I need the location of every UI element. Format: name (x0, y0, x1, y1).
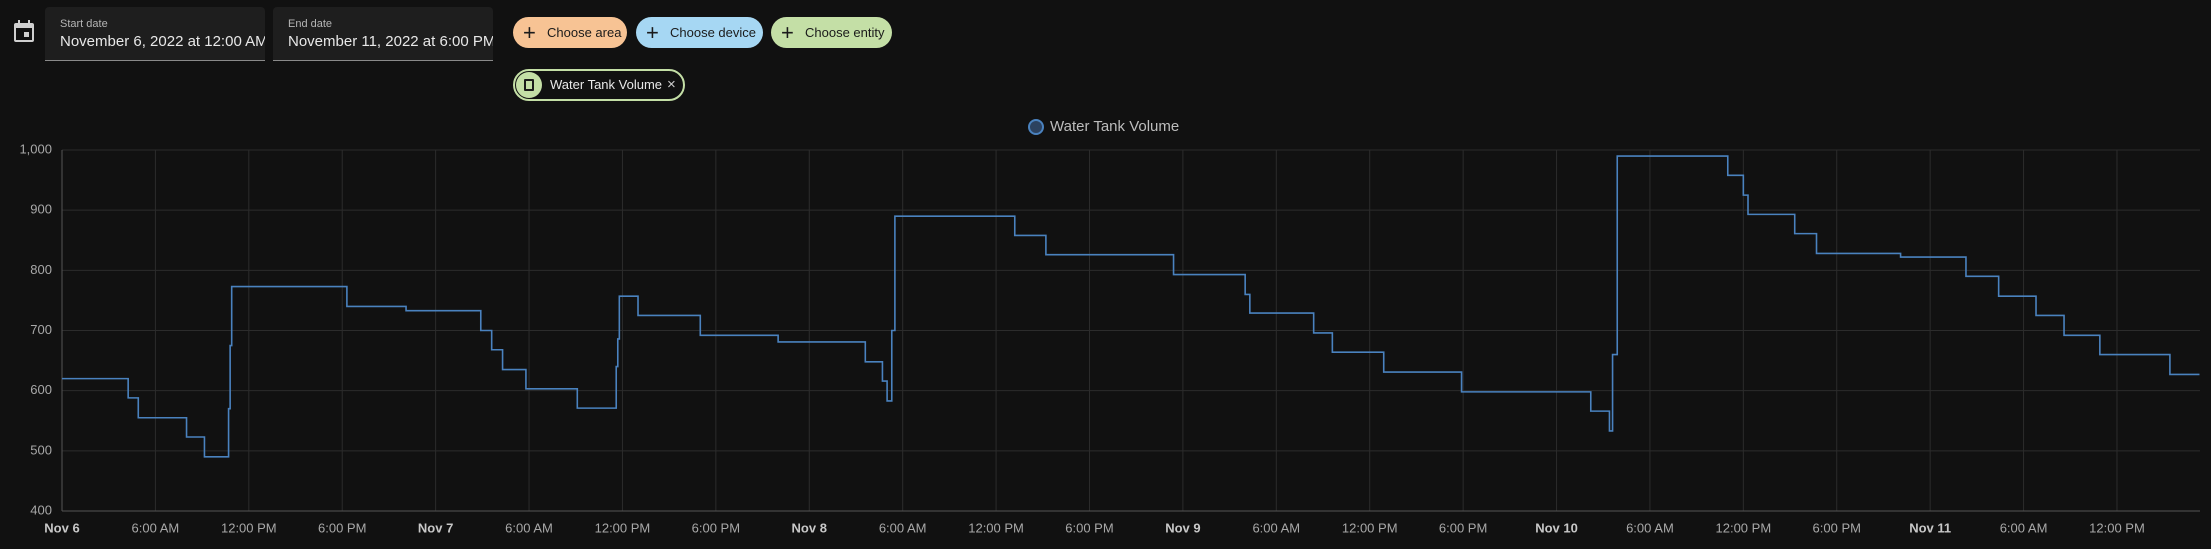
y-tick-label: 900 (30, 202, 52, 217)
x-tick-label: Nov 10 (1535, 520, 1578, 535)
end-date-field[interactable]: End date November 11, 2022 at 6:00 PM (273, 7, 493, 61)
entity-icon (516, 72, 542, 98)
calendar-icon[interactable] (14, 20, 34, 42)
y-tick-label: 500 (30, 442, 52, 457)
x-tick-label: 6:00 PM (692, 520, 740, 535)
filter-chip[interactable]: + Choose entity (771, 17, 892, 48)
legend-label[interactable]: Water Tank Volume (1050, 118, 1179, 135)
x-tick-label: Nov 6 (44, 520, 79, 535)
x-tick-label: 6:00 PM (1065, 520, 1113, 535)
chip-label: Choose device (670, 25, 756, 40)
x-tick-label: 6:00 AM (132, 520, 180, 535)
data-line (62, 155, 2200, 458)
x-tick-label: Nov 9 (1165, 520, 1200, 535)
filter-chip[interactable]: + Choose device (636, 17, 763, 48)
field-label: Start date (60, 18, 108, 30)
remove-icon[interactable]: × (667, 76, 676, 93)
y-tick-label: 400 (30, 502, 52, 517)
x-tick-label: Nov 11 (1909, 520, 1951, 535)
x-tick-label: 12:00 PM (221, 520, 277, 535)
plus-icon: + (523, 20, 536, 45)
y-tick-label: 600 (30, 382, 52, 397)
x-tick-label: 12:00 PM (595, 520, 651, 535)
x-tick-label: 6:00 AM (505, 520, 553, 535)
x-tick-label: 6:00 PM (1813, 520, 1861, 535)
x-tick-label: 6:00 PM (318, 520, 366, 535)
filter-chip[interactable]: + Choose area (513, 17, 627, 48)
chip-label: Choose area (547, 25, 622, 40)
field-value: November 6, 2022 at 12:00 AM (60, 33, 265, 50)
x-tick-label: 6:00 AM (1626, 520, 1674, 535)
y-tick-label: 1,000 (19, 141, 52, 156)
legend-marker[interactable] (1028, 119, 1044, 135)
x-tick-label: 6:00 AM (1252, 520, 1300, 535)
x-tick-label: Nov 8 (792, 520, 827, 535)
field-label: End date (288, 18, 333, 30)
field-value: November 11, 2022 at 6:00 PM (288, 33, 493, 50)
x-tick-label: 6:00 PM (1439, 520, 1487, 535)
start-date-field[interactable]: Start date November 6, 2022 at 12:00 AM (45, 7, 265, 61)
x-tick-label: 12:00 PM (1716, 520, 1772, 535)
plus-icon: + (646, 20, 659, 45)
entity-label: Water Tank Volume (550, 77, 662, 92)
x-tick-label: 12:00 PM (968, 520, 1024, 535)
x-tick-label: 6:00 AM (879, 520, 927, 535)
x-tick-label: 12:00 PM (2089, 520, 2145, 535)
x-tick-label: Nov 7 (418, 520, 453, 535)
x-tick-label: 6:00 AM (2000, 520, 2048, 535)
entity-chip[interactable]: Water Tank Volume × (513, 69, 685, 101)
x-tick-label: 12:00 PM (1342, 520, 1398, 535)
chip-label: Choose entity (805, 25, 885, 40)
y-tick-label: 700 (30, 322, 52, 337)
plus-icon: + (781, 20, 794, 45)
y-tick-label: 800 (30, 262, 52, 277)
